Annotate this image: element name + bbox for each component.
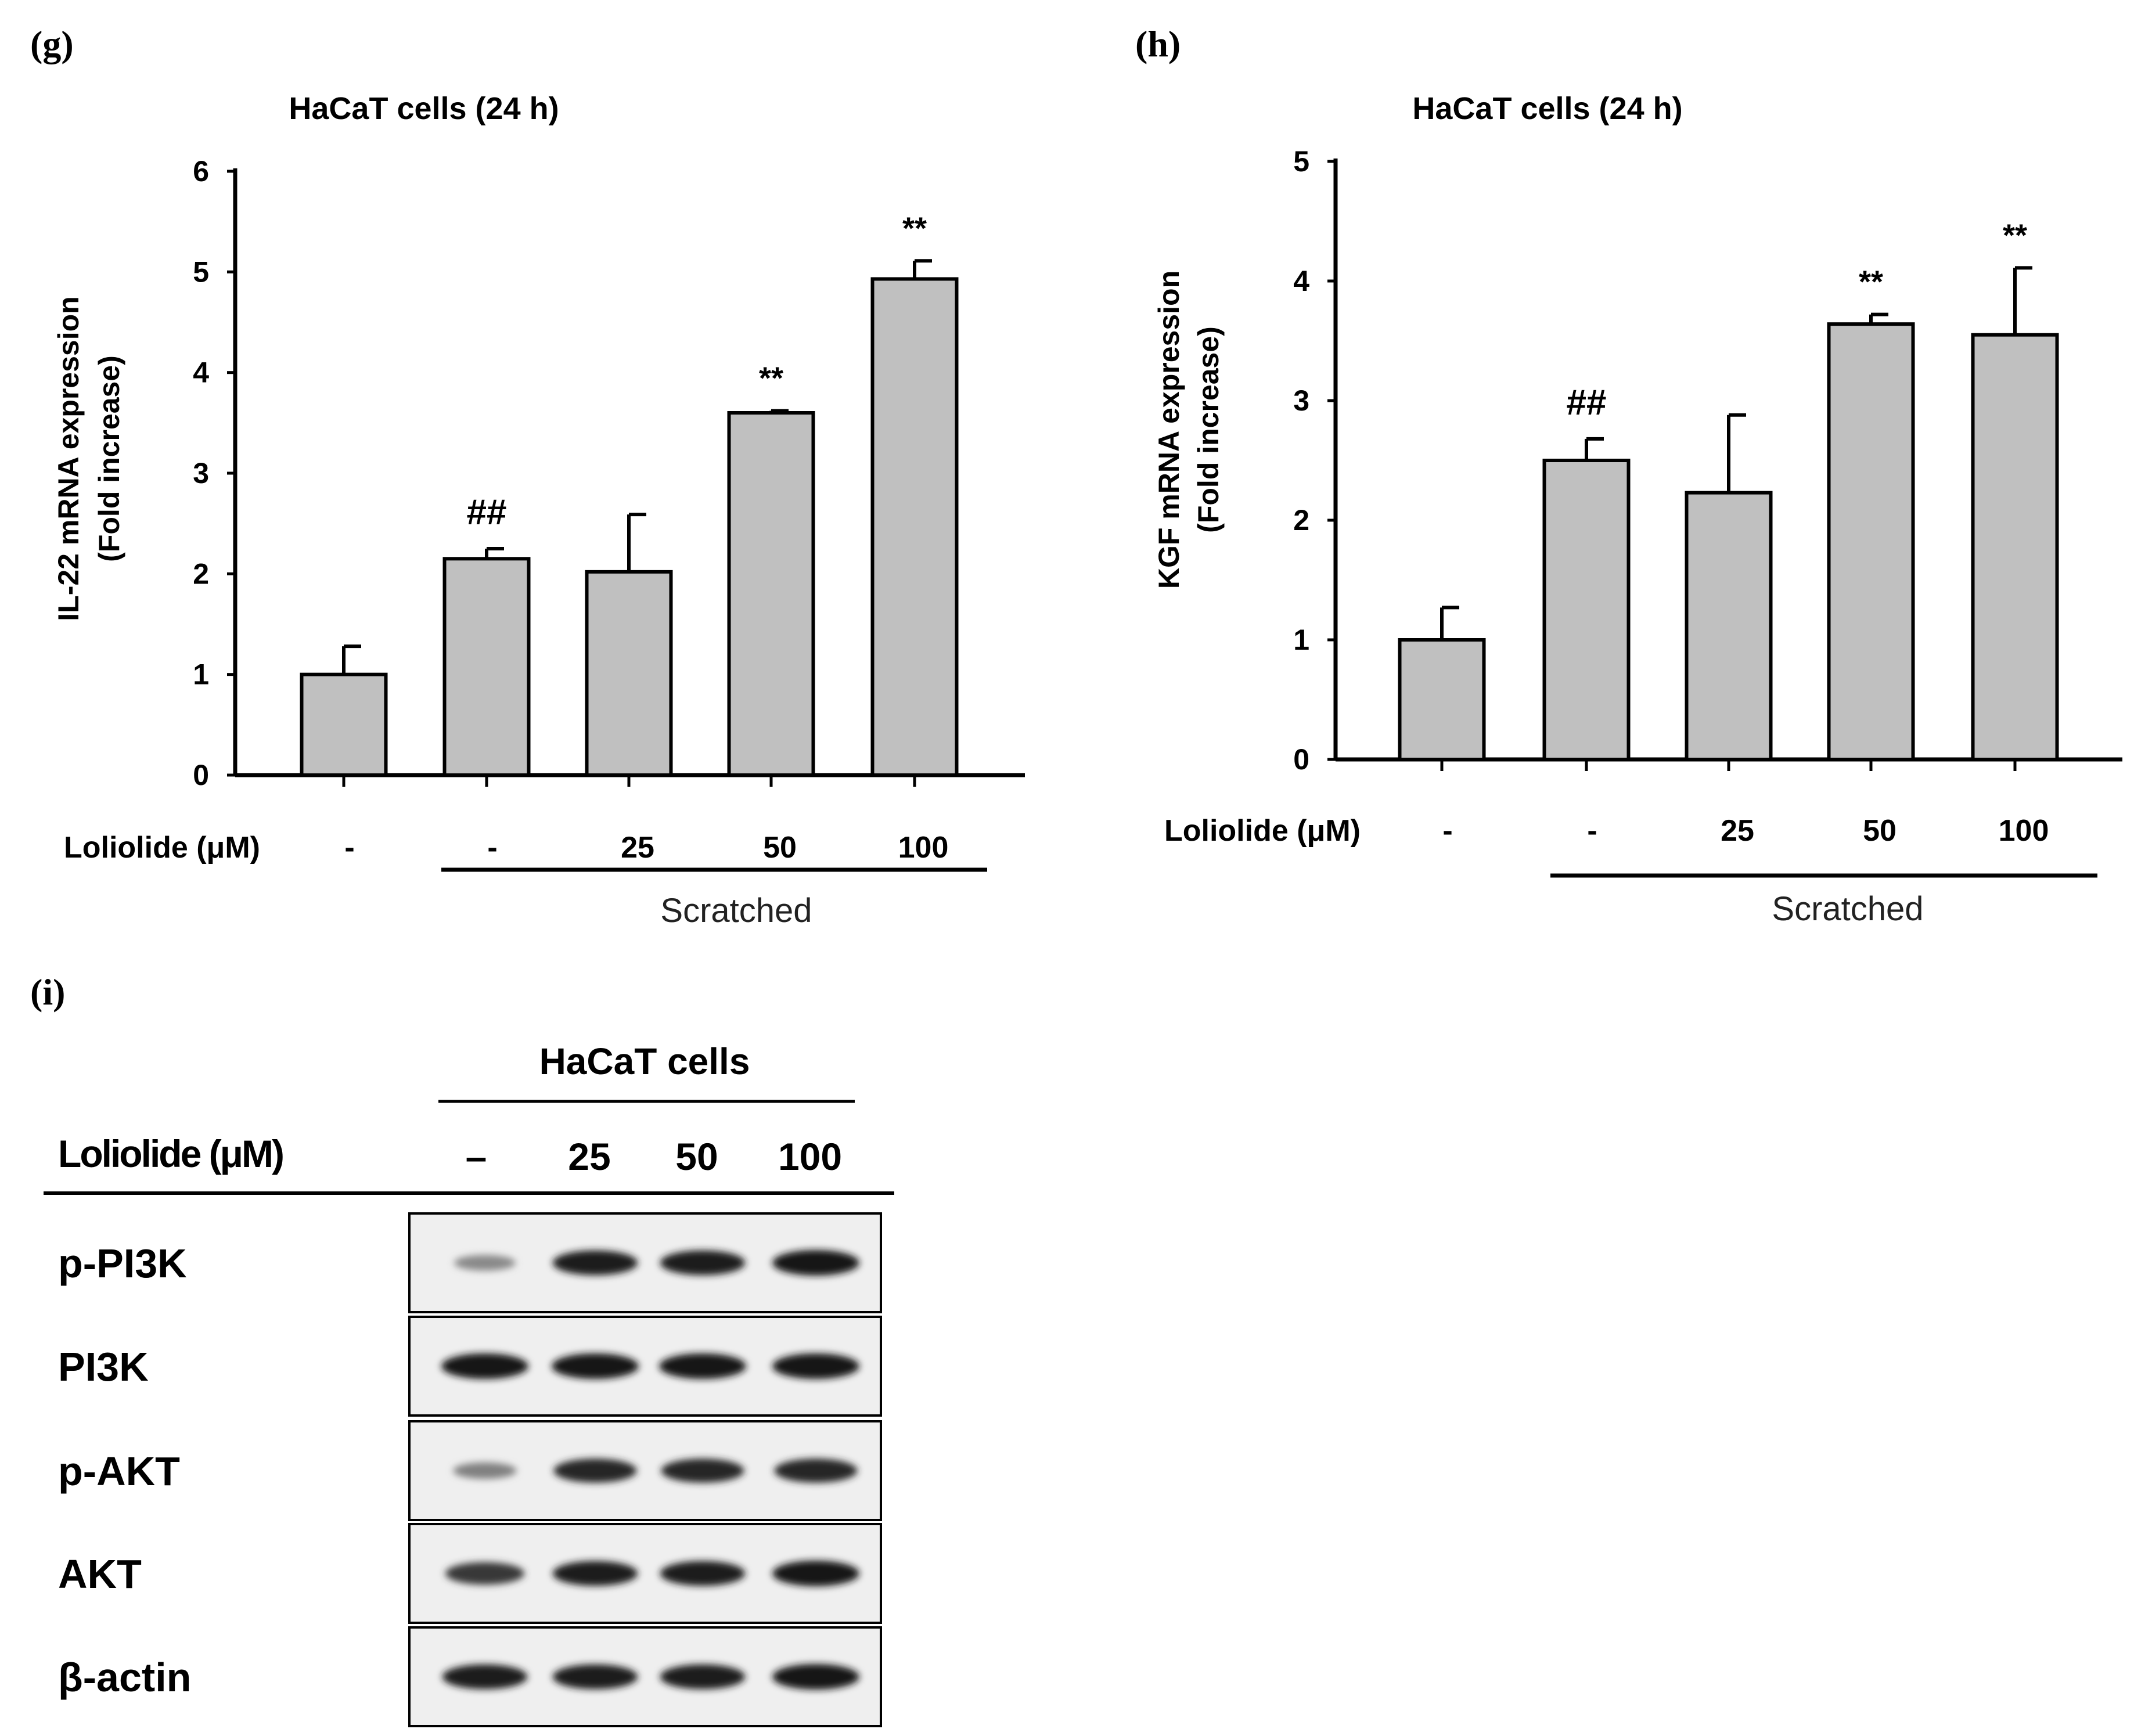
- blot-band: [660, 1250, 746, 1276]
- blot-band: [445, 1562, 525, 1585]
- y-tick-label: 1: [193, 658, 209, 691]
- bar: [442, 557, 531, 777]
- y-tick-label: 4: [1293, 265, 1309, 297]
- y-tick-label: 5: [1293, 145, 1309, 178]
- blot-title: HaCaT cells: [539, 1040, 750, 1082]
- y-axis-label-unit: (Fold increase): [1192, 326, 1225, 533]
- bar: [870, 277, 959, 777]
- category-label: -: [1587, 814, 1597, 848]
- blot-band: [453, 1462, 517, 1479]
- panel-label-h: (h): [1135, 23, 1181, 64]
- chart-kgf: HaCaT cells (24 h) KGF mRNA expression (…: [1153, 91, 2122, 928]
- group-label: Scratched: [1772, 890, 1923, 928]
- category-label: 50: [763, 831, 797, 865]
- category-label: 25: [621, 831, 654, 865]
- significance-marker: ##: [467, 492, 507, 532]
- blot-band: [442, 1664, 528, 1690]
- chart-il22: HaCaT cells (24 h) IL-22 mRNA expression…: [52, 91, 1025, 930]
- significance-marker: **: [2003, 218, 2027, 253]
- panel-label-g: (g): [30, 23, 74, 64]
- western-blot: HaCaT cells Loliolide (μM) – 25 50 100 p-PI3…: [44, 1040, 894, 1727]
- y-axis-label-unit: (Fold increase): [93, 355, 125, 562]
- treatment-label: Loliolide (μM): [64, 831, 260, 865]
- blot-band: [659, 1353, 746, 1379]
- y-tick-label: 0: [193, 759, 209, 791]
- bar: [1542, 459, 1631, 761]
- y-tick-label: 3: [1293, 384, 1309, 417]
- blot-band: [552, 1561, 638, 1586]
- chart-title: HaCaT cells (24 h): [1412, 91, 1682, 126]
- y-tick-label: 0: [1293, 743, 1309, 776]
- bar: [1398, 638, 1486, 761]
- lane-label: 25: [568, 1135, 610, 1178]
- treatment-label: Loliolide (μM): [1164, 814, 1361, 848]
- blot-band: [552, 1353, 639, 1379]
- blot-row-label: p-PI3K: [58, 1241, 187, 1286]
- blot-band: [552, 1250, 638, 1276]
- lane-label: 100: [778, 1135, 842, 1178]
- blot-row-label: β-actin: [58, 1655, 191, 1700]
- blot-band: [441, 1353, 528, 1379]
- chart-title: HaCaT cells (24 h): [289, 91, 559, 126]
- y-tick-label: 3: [193, 457, 209, 489]
- blot-band: [772, 1561, 859, 1586]
- significance-marker: ##: [1567, 383, 1607, 423]
- category-label: -: [344, 831, 354, 865]
- significance-marker: **: [902, 211, 927, 246]
- y-axis-label: IL-22 mRNA expression: [52, 296, 85, 621]
- bar: [585, 570, 673, 777]
- lane-label: –: [466, 1135, 487, 1178]
- blot-band: [772, 1664, 859, 1690]
- blot-treatment-label: Loliolide (μM): [58, 1132, 283, 1175]
- significance-marker: **: [1859, 265, 1883, 300]
- bar: [727, 411, 815, 777]
- category-label: -: [487, 831, 497, 865]
- category-label: 50: [1863, 814, 1897, 848]
- blot-band: [553, 1458, 637, 1483]
- blot-band: [454, 1255, 516, 1271]
- bar: [1685, 491, 1773, 761]
- category-label: 100: [1999, 814, 2049, 848]
- panel-label-i: (i): [30, 971, 65, 1013]
- blot-band: [774, 1458, 858, 1483]
- category-label: -: [1442, 814, 1452, 848]
- blot-row-label: p-AKT: [58, 1449, 180, 1494]
- y-tick-label: 1: [1293, 624, 1309, 656]
- blot-band: [772, 1250, 859, 1276]
- category-label: 25: [1721, 814, 1754, 848]
- y-tick-label: 2: [193, 557, 209, 590]
- y-tick-label: 6: [193, 155, 209, 188]
- blot-row-label: PI3K: [58, 1344, 149, 1389]
- bar: [300, 672, 388, 777]
- blot-band: [660, 1664, 746, 1690]
- y-tick-label: 5: [193, 255, 209, 288]
- bar: [1971, 333, 2059, 761]
- category-label: 100: [898, 831, 949, 865]
- blot-row-label: AKT: [58, 1551, 142, 1597]
- y-tick-label: 2: [1293, 504, 1309, 536]
- blot-band: [552, 1664, 638, 1690]
- bar: [1827, 322, 1915, 761]
- y-tick-label: 4: [193, 356, 209, 389]
- blot-band: [772, 1353, 859, 1379]
- blot-band: [661, 1458, 744, 1483]
- blot-band: [660, 1561, 746, 1586]
- y-axis-label: KGF mRNA expression: [1153, 271, 1185, 589]
- significance-marker: **: [759, 361, 783, 396]
- group-label: Scratched: [660, 892, 812, 930]
- lane-label: 50: [675, 1135, 718, 1178]
